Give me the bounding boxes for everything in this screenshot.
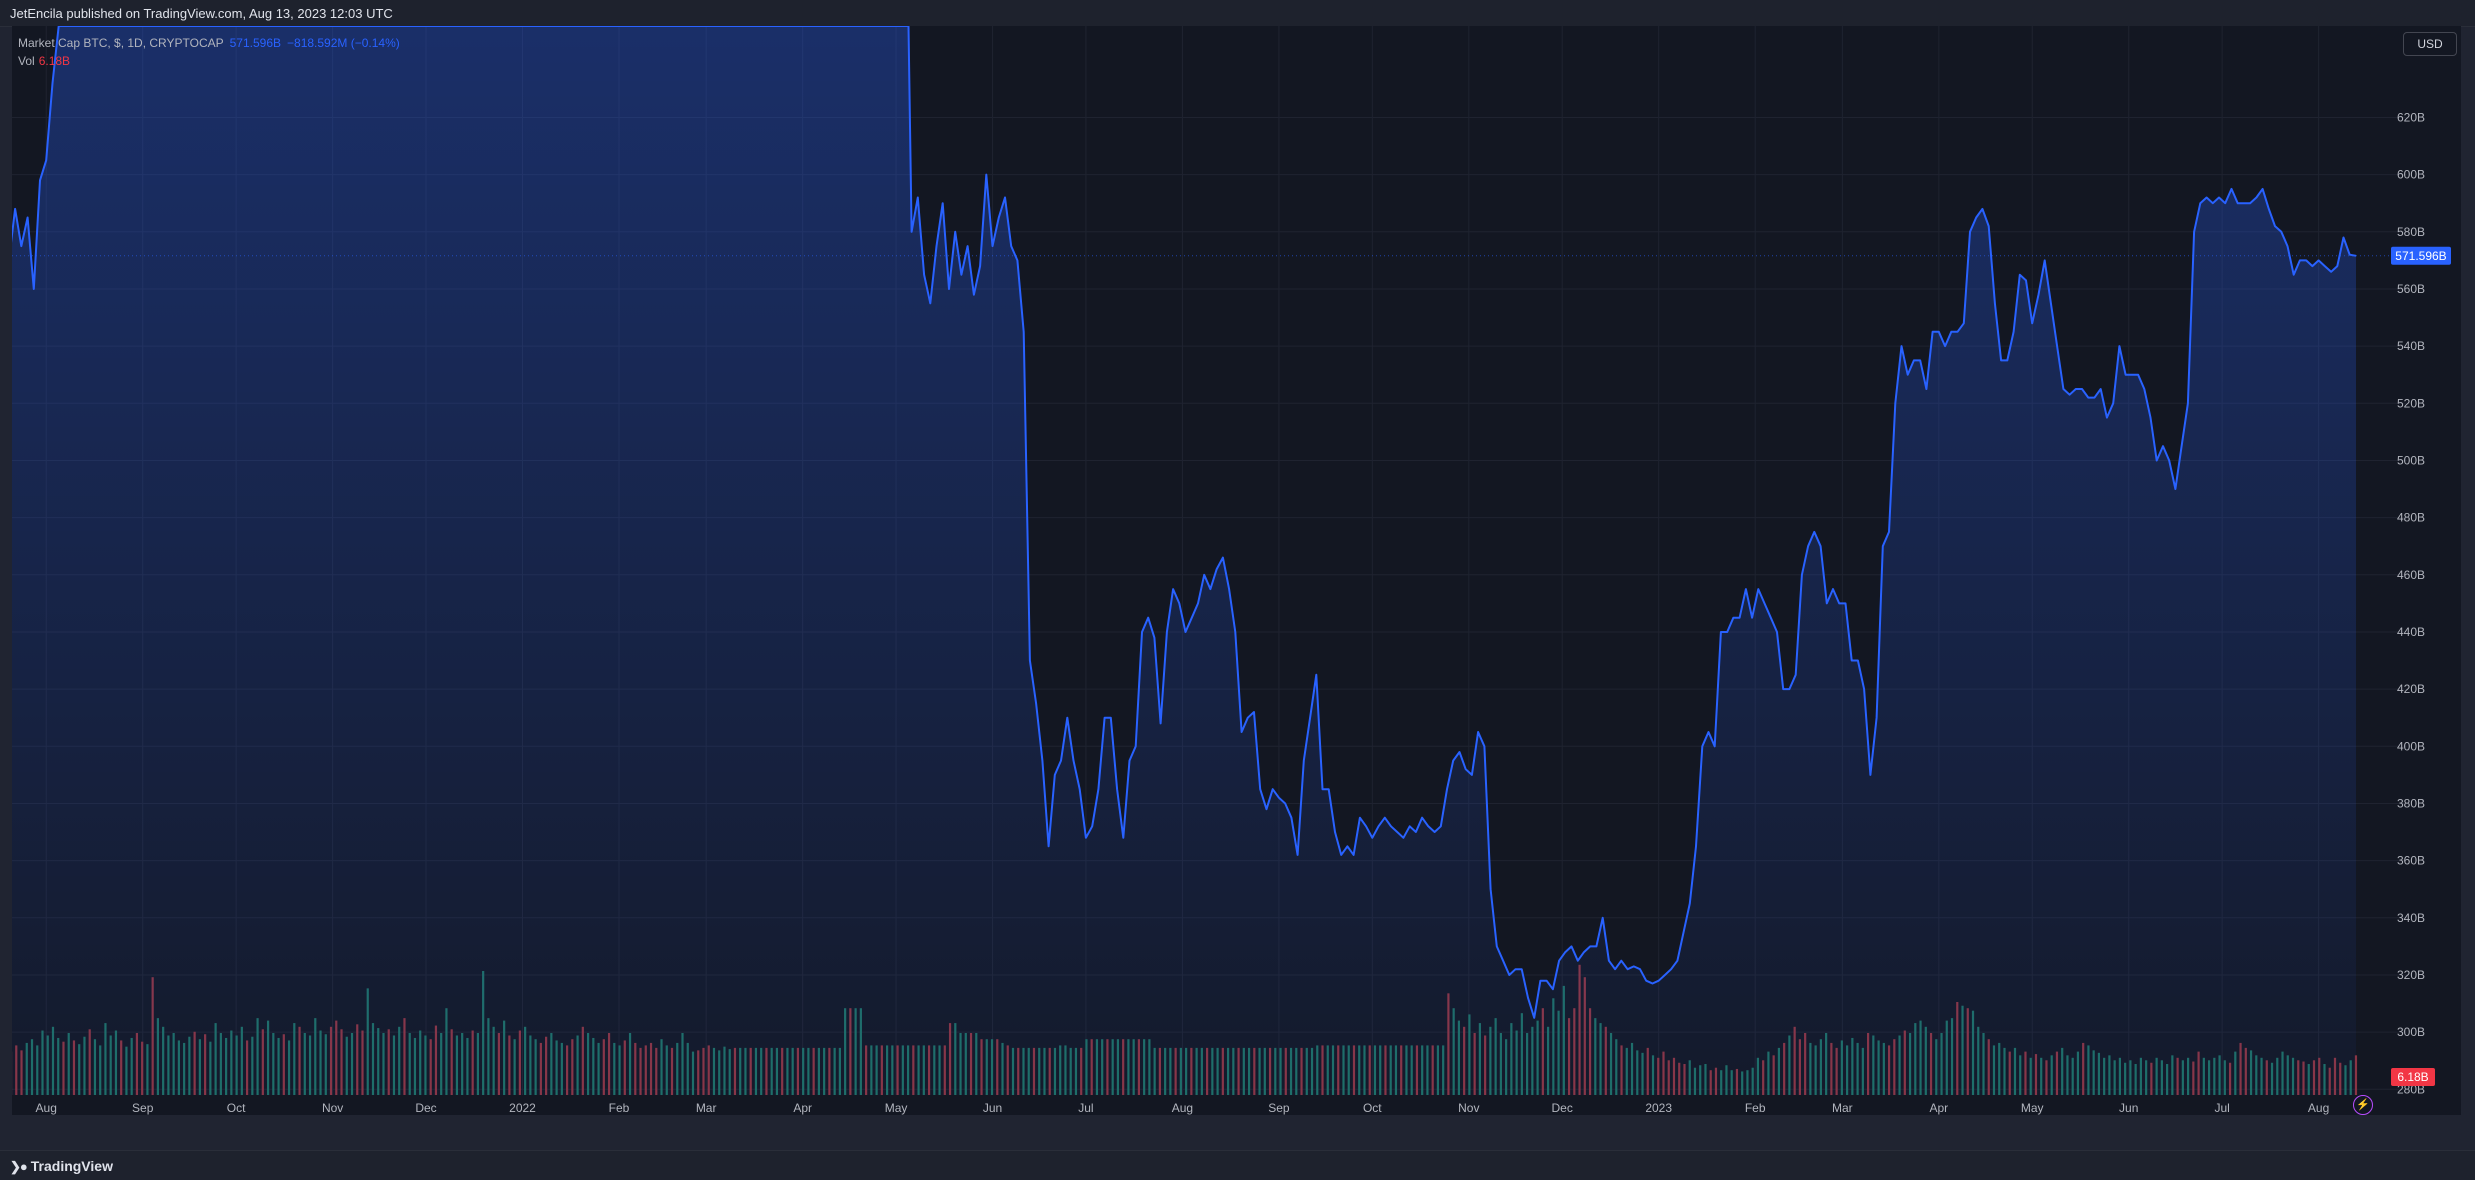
last-price-label: 571.596B bbox=[2395, 249, 2446, 263]
tradingview-logo-icon: ❯● bbox=[10, 1159, 27, 1175]
y-tick-label: 600B bbox=[2397, 168, 2425, 182]
legend-volume-label[interactable]: Vol bbox=[18, 54, 35, 68]
x-tick-label: Jun bbox=[2119, 1101, 2138, 1115]
x-tick-label: Oct bbox=[227, 1101, 246, 1115]
y-tick-label: 480B bbox=[2397, 511, 2425, 525]
x-tick-label: 2023 bbox=[1645, 1101, 1672, 1115]
legend-main-row: Market Cap BTC, $, 1D, CRYPTOCAP 571.596B… bbox=[18, 34, 400, 52]
y-tick-label: 320B bbox=[2397, 968, 2425, 982]
x-tick-label: Nov bbox=[1458, 1101, 1479, 1115]
y-tick-label: 360B bbox=[2397, 854, 2425, 868]
y-tick-label: 560B bbox=[2397, 282, 2425, 296]
chart-area[interactable]: 620B 600B 580B 560B 540B 520B 500B 480B 460B 440B… bbox=[12, 26, 2461, 1115]
x-tick-label: Mar bbox=[1832, 1101, 1853, 1115]
legend-symbol[interactable]: Market Cap BTC, $, 1D, CRYPTOCAP bbox=[18, 36, 224, 50]
x-tick-label: Oct bbox=[1363, 1101, 1382, 1115]
footer-brand: TradingView bbox=[31, 1158, 113, 1174]
y-tick-label: 520B bbox=[2397, 396, 2425, 410]
x-tick-label: Mar bbox=[696, 1101, 717, 1115]
y-tick-label: 580B bbox=[2397, 225, 2425, 239]
y-tick-label: 540B bbox=[2397, 339, 2425, 353]
x-tick-label: Feb bbox=[1745, 1101, 1766, 1115]
y-tick-label: 400B bbox=[2397, 739, 2425, 753]
y-tick-label: 420B bbox=[2397, 682, 2425, 696]
currency-selector[interactable]: USD bbox=[2403, 32, 2457, 56]
x-tick-label: Apr bbox=[793, 1101, 812, 1115]
x-tick-label: Aug bbox=[1172, 1101, 1193, 1115]
x-tick-label: Jun bbox=[983, 1101, 1002, 1115]
x-tick-label: Sep bbox=[132, 1101, 154, 1115]
y-tick-label: 500B bbox=[2397, 453, 2425, 467]
price-chart[interactable]: 620B 600B 580B 560B 540B 520B 500B 480B 460B 440B… bbox=[12, 26, 2461, 1115]
x-tick-label: Dec bbox=[415, 1101, 436, 1115]
x-tick-label: Jul bbox=[2214, 1101, 2229, 1115]
y-tick-label: 380B bbox=[2397, 796, 2425, 810]
x-tick-label: 2022 bbox=[509, 1101, 536, 1115]
y-tick-label: 460B bbox=[2397, 568, 2425, 582]
x-tick-label: May bbox=[885, 1101, 908, 1115]
tradingview-logo[interactable]: ❯●TradingView bbox=[10, 1158, 113, 1175]
x-tick-label: Aug bbox=[36, 1101, 57, 1115]
y-tick-label: 620B bbox=[2397, 110, 2425, 124]
lightning-icon[interactable]: ⚡ bbox=[2353, 1095, 2373, 1115]
legend-volume-value: 6.18B bbox=[39, 54, 70, 68]
x-tick-label: Sep bbox=[1268, 1101, 1290, 1115]
legend-volume-row: Vol 6.18B bbox=[18, 52, 400, 70]
x-tick-label: Aug bbox=[2308, 1101, 2329, 1115]
x-tick-label: Dec bbox=[1552, 1101, 1573, 1115]
x-tick-label: Apr bbox=[1930, 1101, 1949, 1115]
publish-header: JetEncila published on TradingView.com, … bbox=[0, 0, 2475, 27]
x-tick-label: Nov bbox=[322, 1101, 343, 1115]
x-tick-label: May bbox=[2021, 1101, 2044, 1115]
legend-change: −818.592M (−0.14%) bbox=[287, 36, 400, 50]
footer: ❯●TradingView bbox=[0, 1150, 2475, 1180]
volume-badge-label: 6.18B bbox=[2397, 1070, 2428, 1084]
y-tick-label: 440B bbox=[2397, 625, 2425, 639]
x-tick-label: Feb bbox=[609, 1101, 630, 1115]
y-tick-label: 300B bbox=[2397, 1025, 2425, 1039]
legend-value: 571.596B bbox=[230, 36, 281, 50]
series-area bbox=[12, 26, 2356, 1095]
chart-legend: Market Cap BTC, $, 1D, CRYPTOCAP 571.596B… bbox=[18, 34, 400, 70]
publish-text: JetEncila published on TradingView.com, … bbox=[10, 6, 393, 21]
y-tick-label: 340B bbox=[2397, 911, 2425, 925]
x-tick-label: Jul bbox=[1078, 1101, 1093, 1115]
